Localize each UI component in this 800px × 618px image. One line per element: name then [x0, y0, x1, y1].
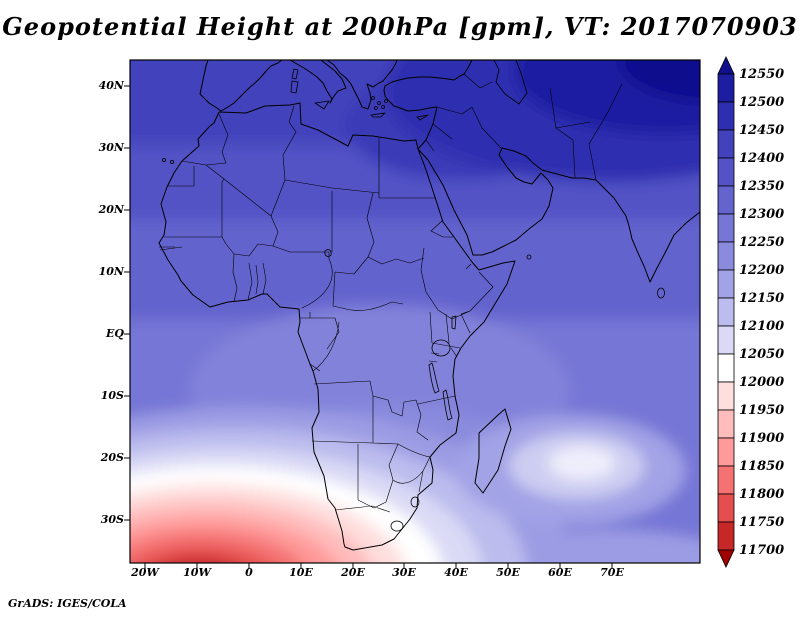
islands-lakes	[162, 60, 665, 532]
colorbar-label: 11700	[739, 543, 785, 558]
colorbar-label: 12450	[739, 123, 785, 138]
colorbar-label: 12000	[739, 375, 785, 390]
colorbar-segment	[717, 409, 735, 439]
balkans-greece-coastline	[326, 60, 398, 110]
colorbar-label: 12100	[739, 319, 785, 334]
colorbar-segment	[717, 353, 735, 383]
cyprus-outline	[416, 114, 429, 121]
aegean-island-outline	[371, 96, 375, 100]
colorbar-segment	[717, 381, 735, 411]
coastlines	[158, 60, 700, 551]
map-frame	[129, 59, 701, 564]
country-borders	[159, 73, 623, 513]
colorbar-segment	[717, 129, 735, 159]
colorbar-segment	[717, 297, 735, 327]
colorbar-label: 12250	[739, 235, 785, 250]
lake-malawi-outline	[442, 389, 453, 421]
corsica-outline	[291, 68, 299, 80]
colorbar-label: 12200	[739, 263, 785, 278]
colorbar-label: 12350	[739, 179, 785, 194]
colorbar-segment	[717, 521, 735, 551]
canary-island-outline	[162, 158, 167, 163]
colorbar-label: 11850	[739, 459, 785, 474]
colorbar-segment	[717, 185, 735, 215]
lat-label: 20S	[100, 451, 124, 464]
colorbar-segment	[717, 101, 735, 131]
lon-label: 30E	[392, 566, 416, 579]
lat-label: 40N	[98, 79, 124, 92]
plot-title: Geopotential Height at 200hPa [gpm], VT:…	[2, 12, 798, 41]
colorbar-label: 12400	[739, 151, 785, 166]
lesotho-outline	[390, 520, 404, 532]
colorbar-segment	[717, 241, 735, 271]
colorbar	[717, 56, 735, 568]
colorbar-label: 12500	[739, 95, 785, 110]
axis-ticks	[124, 85, 613, 569]
colorbar-segment	[717, 437, 735, 467]
aegean-island-outline	[381, 105, 385, 109]
colorbar-label: 12550	[739, 67, 785, 82]
aegean-island-outline	[377, 101, 381, 105]
colorbar-segment	[717, 213, 735, 243]
sri-lanka-outline	[657, 287, 665, 299]
lon-label: 40E	[444, 566, 468, 579]
lat-label: 10N	[98, 265, 124, 278]
colorbar-label: 12050	[739, 347, 785, 362]
colorbar-label: 11900	[739, 431, 785, 446]
crete-outline	[370, 112, 386, 118]
lake-victoria-outline	[431, 339, 451, 357]
colorbar-segment	[717, 493, 735, 523]
canary-island-outline	[170, 160, 175, 165]
africa-coastline	[158, 102, 516, 551]
lat-ticks	[124, 85, 130, 521]
caspian-sea-outline	[493, 60, 528, 105]
lon-label: 50E	[496, 566, 520, 579]
aegean-island-outline	[374, 106, 378, 110]
colorbar-segment	[717, 325, 735, 355]
colorbar-label: 12300	[739, 207, 785, 222]
lat-label: 30S	[100, 513, 124, 526]
aegean-island-outline	[384, 99, 388, 103]
lon-label: 20E	[341, 566, 365, 579]
grads-credit: GrADS: IGES/COLA	[8, 597, 127, 610]
italy-coastline	[289, 60, 347, 104]
sardinia-outline	[290, 80, 299, 94]
lake-tanganyika-outline	[428, 362, 440, 394]
arabia-asia-coastline	[383, 60, 700, 283]
lake-chad-outline	[324, 249, 332, 257]
colorbar-segment	[717, 56, 735, 75]
colorbar-label: 11800	[739, 487, 785, 502]
iberia-coastline	[199, 60, 283, 112]
lon-ticks	[144, 563, 613, 569]
lat-label: EQ	[106, 327, 124, 340]
lon-label: 10W	[183, 566, 211, 579]
colorbar-segment	[717, 73, 735, 103]
lon-label: 60E	[548, 566, 572, 579]
swaziland-outline	[410, 496, 420, 508]
lon-label: 0	[245, 566, 253, 579]
colorbar-label: 11750	[739, 515, 785, 530]
madagascar-coastline	[474, 408, 512, 494]
colorbar-segment	[717, 157, 735, 187]
lat-label: 20N	[98, 203, 124, 216]
colorbar-label: 11950	[739, 403, 785, 418]
lake-turkana-outline	[451, 315, 457, 330]
colorbar-segment	[717, 269, 735, 299]
sicily-outline	[314, 100, 330, 110]
colorbar-segment	[717, 465, 735, 495]
lat-label: 10S	[100, 389, 124, 402]
lon-label: 70E	[600, 566, 624, 579]
lon-label: 20W	[131, 566, 159, 579]
socotra-outline	[526, 254, 532, 260]
lon-label: 10E	[289, 566, 313, 579]
lat-label: 30N	[98, 141, 124, 154]
colorbar-segment	[717, 549, 735, 568]
colorbar-label: 12150	[739, 291, 785, 306]
